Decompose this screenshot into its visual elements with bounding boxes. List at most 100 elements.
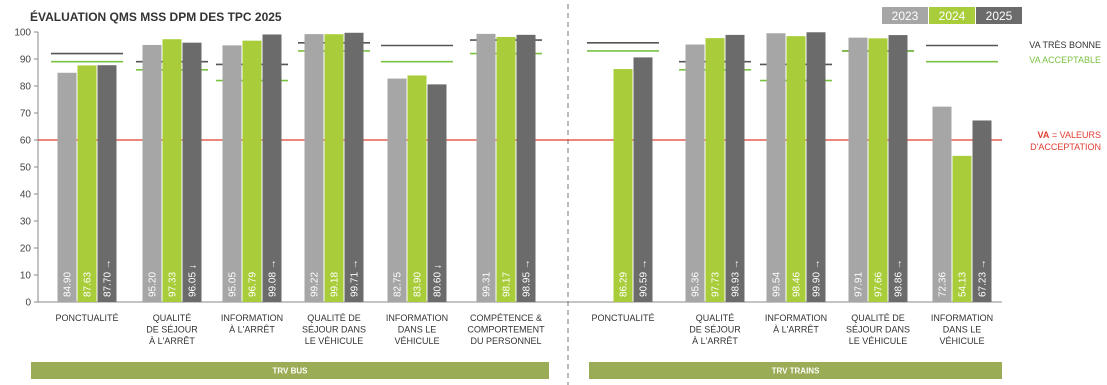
bar [786,36,806,303]
bar [262,34,282,302]
legend-label: 2024 [939,9,966,23]
bar [516,34,536,303]
bar-value-label: 98.93 → [731,259,742,297]
group-label: TRV TRAINS [772,367,821,376]
bar-value-label: 98.95 → [522,259,533,297]
category-label: INFORMATION [386,313,448,323]
bar [344,32,364,303]
legend: 2023 2024 2025 [882,7,1022,24]
bar [705,38,725,303]
category-label: QUALITÉ DE [307,313,361,323]
bar [427,84,447,302]
bar-value-label: 99.54 [772,272,783,297]
bar-value-label: 99.31 [482,272,493,297]
group-bar [31,362,549,379]
bar [77,65,97,302]
bar [407,75,427,302]
category-label: SÉJOUR DANS [846,325,910,335]
category-label: COMPÉTENCE & [470,313,542,323]
va-acceptation-label-line2: D'ACCEPTATION [1030,142,1101,152]
y-tick-label: 40 [20,190,32,201]
bar-value-label: 80.60 ↓ [433,264,444,297]
bar-value-label: 87.63 [83,272,94,297]
bar-value-label: 90.59 → [639,259,650,297]
bar-value-label: 99.22 [310,272,321,297]
bar [496,36,516,302]
bar [182,42,202,302]
bar-value-label: 82.75 [393,272,404,297]
category-label: PONCTUALITÉ [591,313,654,323]
y-tick-label: 90 [20,55,32,66]
bar [222,45,242,303]
group-label: TRV BUS [273,367,309,376]
bar-value-label: 98.86 → [894,259,905,297]
bar-value-label: 98.46 [792,272,803,297]
y-tick-label: 50 [20,163,32,174]
y-tick-label: 10 [20,271,32,282]
bar [868,38,888,303]
legend-label: 2025 [986,9,1013,23]
y-tick-label: 60 [20,136,32,147]
bar-value-label: 72.36 [938,272,949,297]
bar-value-label: 99.90 → [812,259,823,297]
bar [304,34,324,303]
bar [848,37,868,302]
legend-label: 2023 [892,9,919,23]
bar [806,32,826,303]
bar [725,34,745,302]
category-label: QUALITÉ [696,313,735,323]
category-label: SÉJOUR DANS [302,325,366,335]
category-label: À L'ARRÊT [773,325,819,335]
bar [952,155,972,302]
category-label: À L'ARRÊT [149,336,195,346]
bar-value-label: 67.23 → [978,259,989,297]
bar-value-label: 95.05 [228,272,239,297]
category-label: COMPORTEMENT [467,325,545,335]
category-label: PONCTUALITÉ [55,313,118,323]
category-label: VÉHICULE [939,336,984,346]
legend-swatch [976,7,1022,24]
legend-swatch [882,7,928,24]
y-tick-label: 70 [20,109,32,120]
category-label: LE VÉHICULE [849,336,908,346]
category-label: DANS LE [943,325,982,335]
bar-value-label: 96.79 [248,272,259,297]
bar-value-label: 87.70 → [103,259,114,297]
bar-value-label: 99.71 → [350,259,361,297]
bar [387,78,407,302]
legend-swatch [929,7,975,24]
bars: 84.90 87.63 87.70 → 95.20 97.33 96.05 ↓ 95.05 9… [57,32,992,303]
chart-title: ÉVALUATION QMS MSS DPM DES TPC 2025 [30,9,282,24]
category-label: DANS LE [398,325,437,335]
bar-value-label: 98.17 [502,272,513,297]
bar [888,35,908,302]
bar-value-label: 97.66 [874,272,885,297]
bar-value-label: 95.20 [148,272,159,297]
category-label: INFORMATION [221,313,283,323]
va-acceptation-label: VA = VALEURS [1038,130,1101,140]
bar [685,44,705,302]
va-acceptable-label: VA ACCEPTABLE [1029,55,1101,65]
y-tick-label: 100 [14,28,31,39]
category-label: DE SÉJOUR [146,325,198,335]
bar [613,69,633,302]
bar [932,106,952,303]
category-label: DU PERSONNEL [470,336,541,346]
bar-value-label: 95.36 [691,272,702,297]
bar [97,65,117,303]
bar [766,33,786,302]
category-label: INFORMATION [765,313,827,323]
bar [142,44,162,303]
category-label: QUALITÉ DE [851,313,905,323]
bar [972,120,992,302]
reference-legend: VA TRÈS BONNE VA ACCEPTABLE VA = VALEURS D'… [1029,40,1101,152]
bar-value-label: 84.90 [63,272,74,297]
bar [324,34,344,303]
bar-value-label: 97.73 [711,272,722,297]
bar [162,39,182,303]
category-label: QUALITÉ [153,313,192,323]
bar-value-label: 97.91 [854,272,865,297]
va-tres-bonne-label: VA TRÈS BONNE [1029,40,1101,50]
bar-value-label: 97.33 [168,272,179,297]
